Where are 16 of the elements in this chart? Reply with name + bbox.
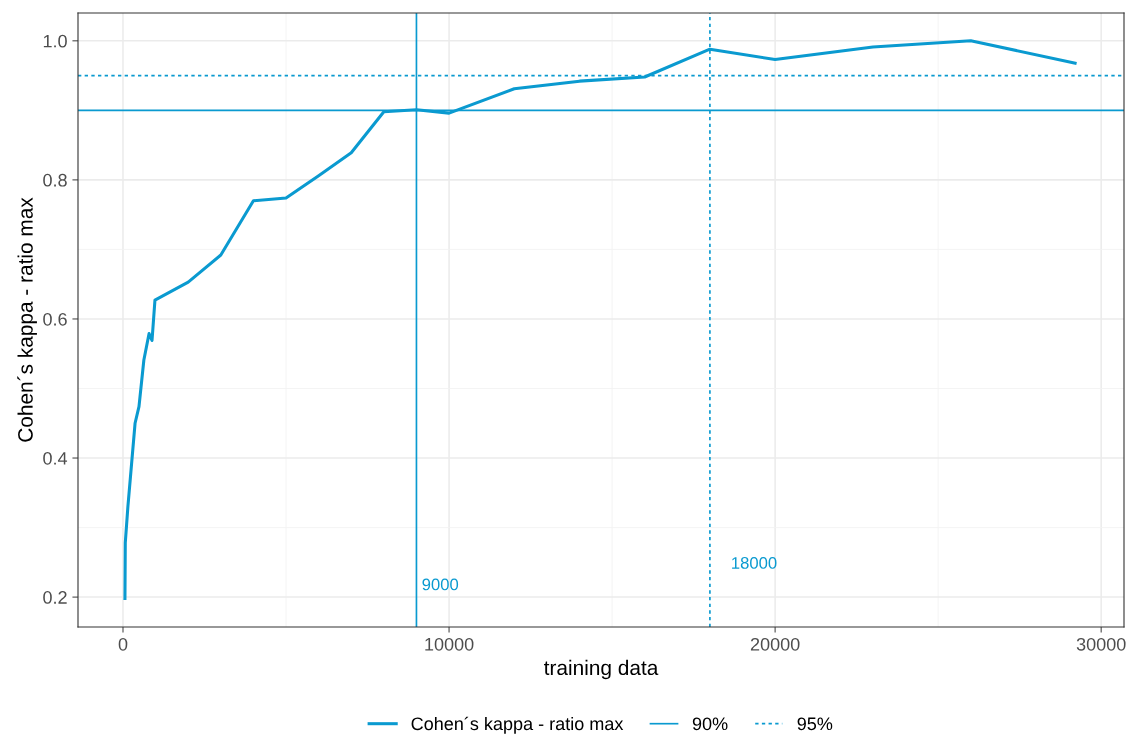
y-tick-label: 0.6	[43, 312, 67, 326]
x-tick-label: 0	[118, 637, 128, 651]
y-tick-label: 1.0	[43, 34, 67, 48]
x-tick-label: 30000	[1076, 637, 1126, 651]
legend-label: Cohen´s kappa - ratio max	[411, 716, 624, 734]
legend-label: 90%	[692, 717, 728, 731]
y-axis-title: Cohen´s kappa - ratio max	[17, 197, 37, 442]
y-tick-label: 0.2	[43, 591, 67, 604]
x-axis-title: training data	[543, 659, 659, 680]
ref-line-label: 18000	[732, 557, 777, 569]
legend-label: 95%	[797, 717, 833, 731]
x-tick-label: 20000	[750, 637, 800, 651]
y-tick-label: 0.8	[43, 173, 67, 187]
y-tick-label: 0.4	[43, 451, 68, 465]
x-tick-label: 10000	[425, 637, 474, 651]
ref-line-label: 9000	[422, 578, 459, 591]
